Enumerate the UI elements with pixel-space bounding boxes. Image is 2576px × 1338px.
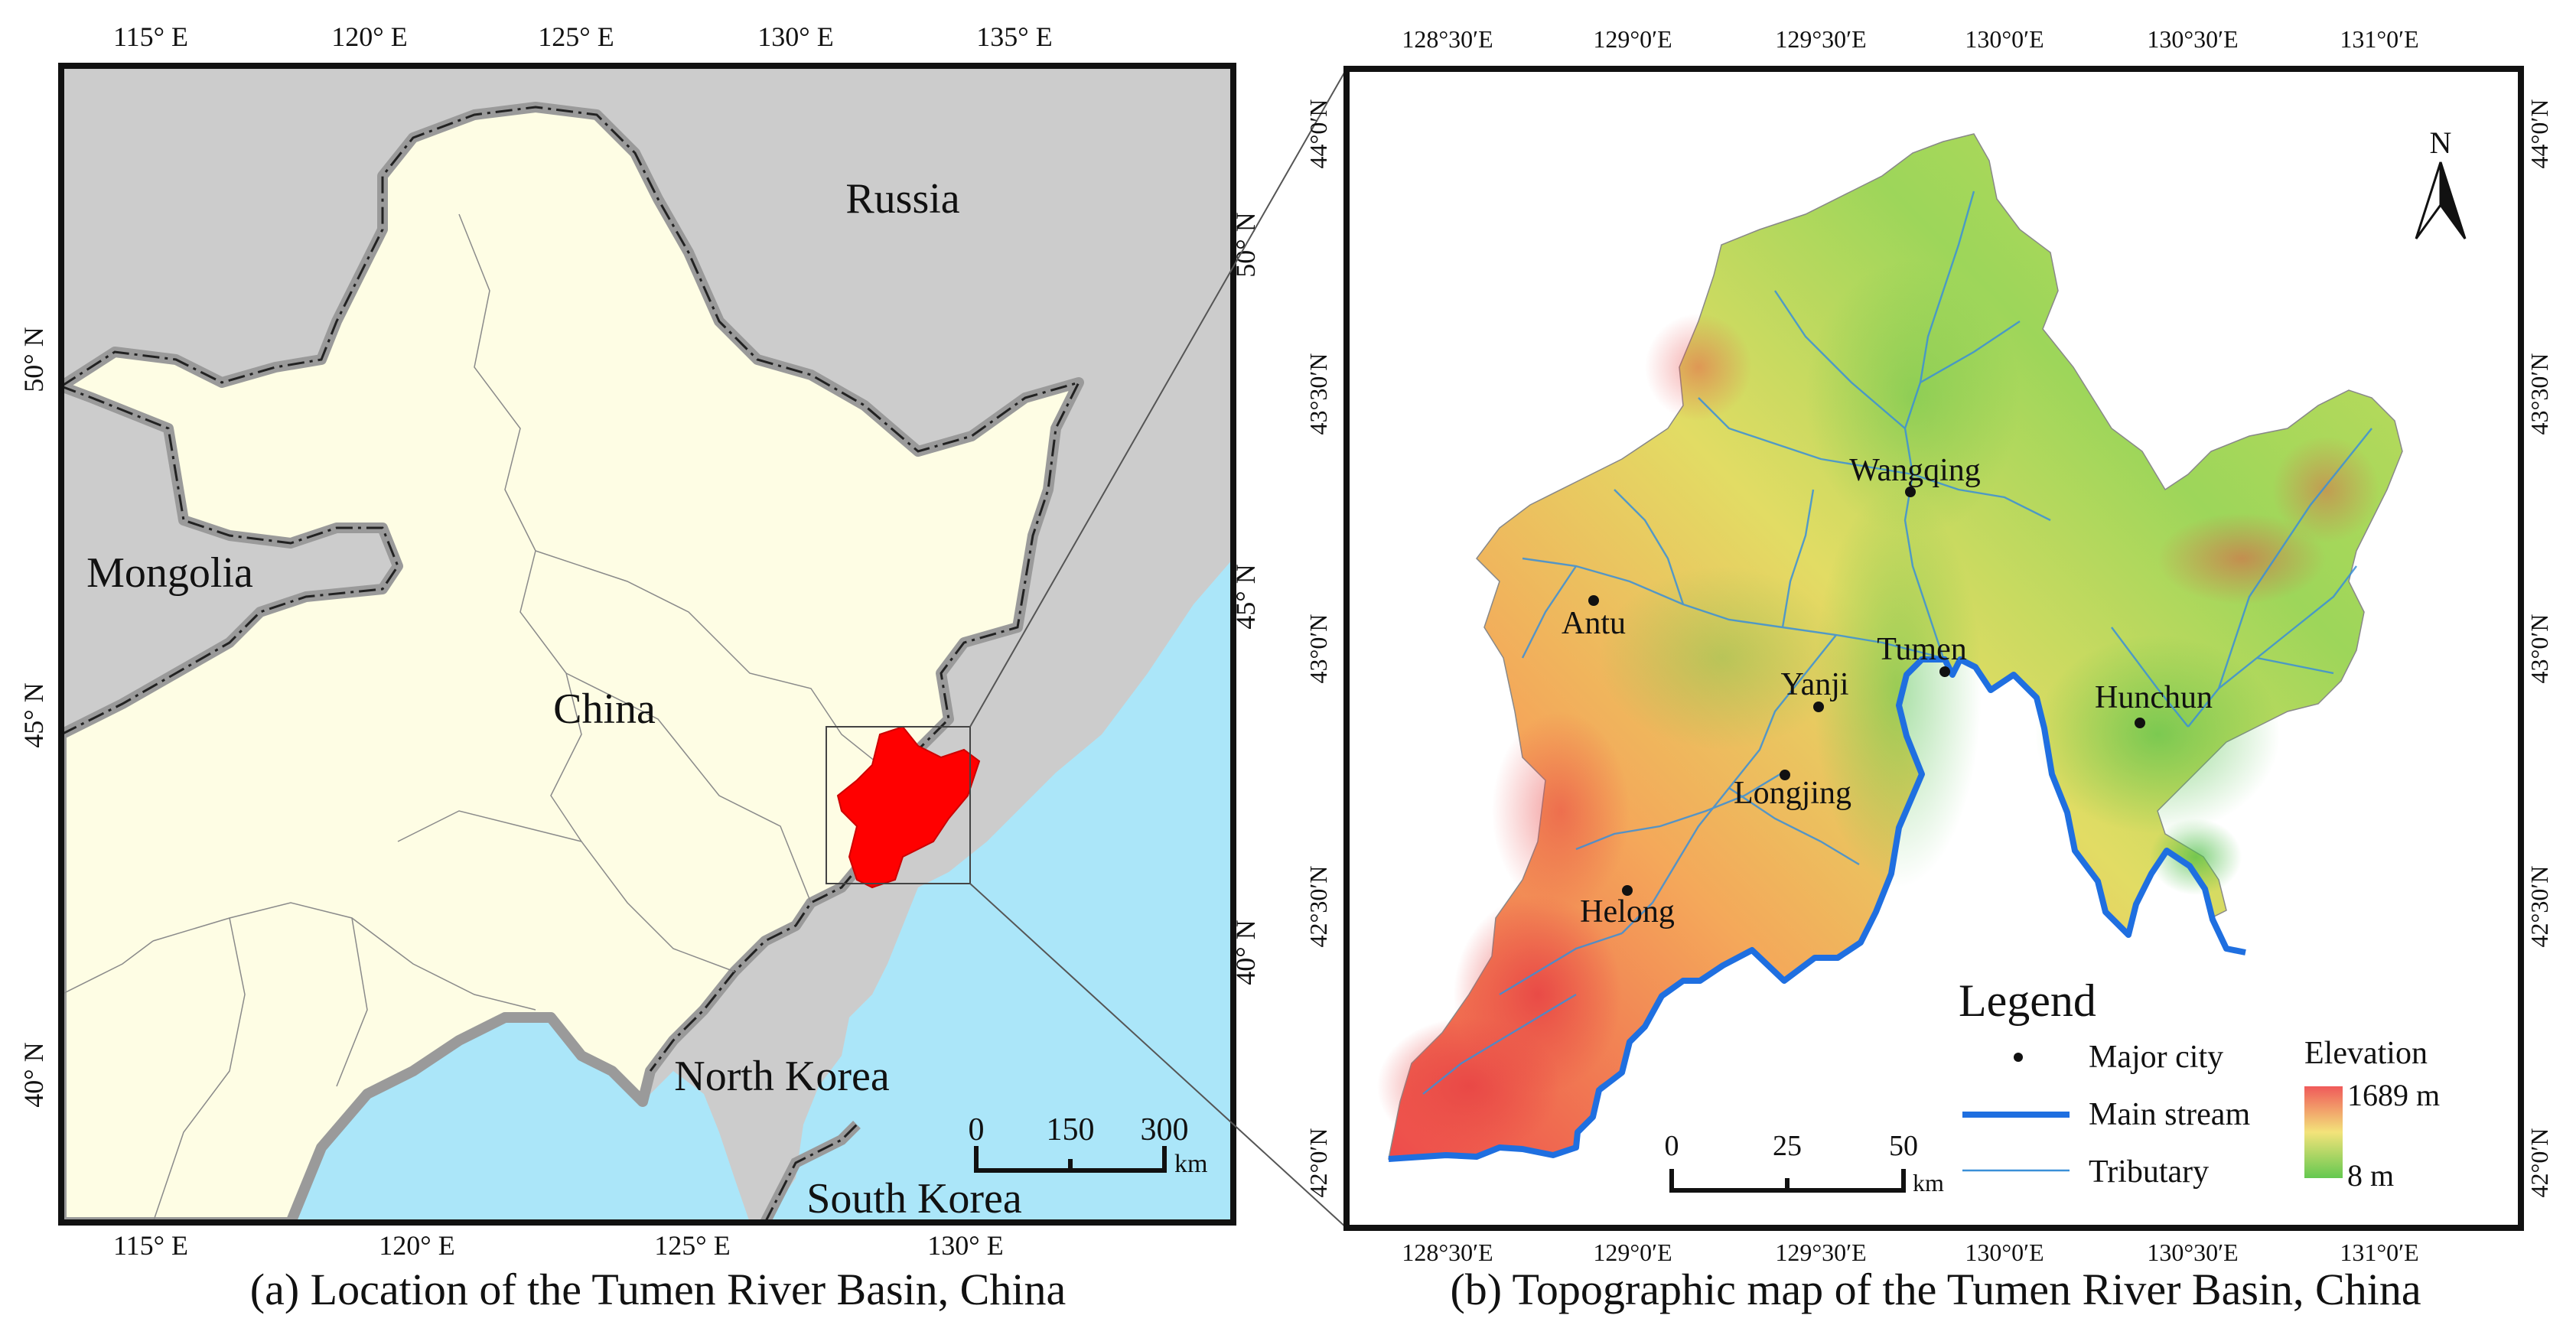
city-dot-wangqing — [1905, 487, 1916, 497]
city-labels: Wangqing Antu Tumen Yanji Hunchun Longji… — [1562, 453, 2213, 929]
tributary-network — [1422, 190, 2372, 1095]
svg-text:128°30′E: 128°30′E — [1402, 25, 1493, 53]
city-dot-antu — [1588, 595, 1599, 606]
elevation-shading — [1377, 260, 2379, 1155]
svg-text:km: km — [1913, 1169, 1944, 1196]
svg-text:44°0′N: 44°0′N — [1304, 99, 1332, 169]
svg-text:131°0′E: 131°0′E — [2340, 1239, 2418, 1266]
main-stream — [1388, 656, 2246, 1162]
label-russia: Russia — [845, 175, 959, 223]
svg-text:300: 300 — [1141, 1112, 1189, 1148]
city-dot-hunchun — [2135, 718, 2145, 728]
caption-b: (b) Topographic map of the Tumen River B… — [1450, 1265, 2421, 1314]
svg-text:40° N: 40° N — [18, 1042, 49, 1107]
svg-text:42°0′N: 42°0′N — [2526, 1128, 2553, 1198]
svg-text:129°0′E: 129°0′E — [1593, 25, 1672, 53]
svg-text:42°30′N: 42°30′N — [1304, 866, 1332, 948]
svg-text:120° E: 120° E — [379, 1230, 454, 1261]
city-label-antu: Antu — [1562, 606, 1626, 641]
svg-text:130°0′E: 130°0′E — [1965, 1239, 2044, 1266]
inset-connector-lines — [969, 68, 1347, 1229]
svg-text:43°0′N: 43°0′N — [1304, 614, 1332, 684]
svg-text:42°0′N: 42°0′N — [1304, 1128, 1332, 1198]
svg-text:km: km — [1174, 1150, 1207, 1178]
sea-bohai — [291, 1017, 750, 1222]
city-label-helong: Helong — [1580, 894, 1675, 929]
korea-border-line — [764, 1123, 858, 1222]
svg-text:131°0′E: 131°0′E — [2340, 25, 2418, 53]
sea — [765, 558, 1233, 1222]
svg-text:130°30′E: 130°30′E — [2147, 1239, 2238, 1266]
panel-b-ticks: 128°30′E 129°0′E 129°30′E 130°0′E 130°30… — [1304, 25, 2553, 1266]
svg-text:50: 50 — [1889, 1130, 1918, 1162]
svg-text:129°0′E: 129°0′E — [1593, 1239, 1672, 1266]
svg-text:45° N: 45° N — [1230, 564, 1261, 629]
svg-text:1689 m: 1689 m — [2347, 1078, 2440, 1112]
label-north-korea: North Korea — [674, 1053, 890, 1100]
svg-text:25: 25 — [1773, 1130, 1802, 1162]
svg-text:0: 0 — [1665, 1130, 1679, 1162]
svg-text:130°0′E: 130°0′E — [1965, 25, 2044, 53]
inset-extent-box — [826, 726, 971, 884]
label-south-korea: South Korea — [806, 1175, 1022, 1222]
svg-text:115° E: 115° E — [113, 1230, 188, 1261]
svg-text:Major city: Major city — [2089, 1040, 2223, 1075]
svg-text:N: N — [2430, 125, 2452, 160]
label-china: China — [553, 685, 656, 733]
svg-text:128°30′E: 128°30′E — [1402, 1239, 1493, 1266]
svg-text:Tributary: Tributary — [2089, 1154, 2209, 1190]
svg-text:44°0′N: 44°0′N — [2526, 99, 2553, 169]
legend-title: Legend — [1959, 975, 2096, 1026]
svg-text:129°30′E: 129°30′E — [1775, 25, 1866, 53]
svg-text:40° N: 40° N — [1230, 920, 1261, 985]
svg-text:120° E: 120° E — [331, 21, 407, 52]
city-dot-tumen — [1939, 666, 1950, 677]
city-label-hunchun: Hunchun — [2095, 680, 2213, 715]
city-label-yanji: Yanji — [1780, 667, 1848, 702]
svg-text:43°30′N: 43°30′N — [1304, 353, 1332, 435]
label-mongolia: Mongolia — [86, 549, 253, 597]
svg-text:43°30′N: 43°30′N — [2526, 353, 2553, 435]
city-dot-yanji — [1813, 702, 1824, 712]
legend: Legend Major city Main stream Tributary … — [1959, 975, 2440, 1193]
city-markers — [1588, 487, 2145, 896]
caption-a: (a) Location of the Tumen River Basin, C… — [250, 1265, 1066, 1314]
svg-text:0: 0 — [969, 1112, 985, 1148]
city-label-tumen: Tumen — [1877, 632, 1967, 667]
svg-text:135° E: 135° E — [976, 21, 1052, 52]
country-border-mongolia — [61, 385, 399, 736]
scalebar-a: 0 150 300 km — [969, 1112, 1208, 1178]
svg-text:43°0′N: 43°0′N — [2526, 614, 2553, 684]
svg-text:150: 150 — [1047, 1112, 1095, 1148]
city-label-wangqing: Wangqing — [1849, 453, 1981, 488]
panel-b-frame — [1343, 66, 2524, 1231]
svg-text:8 m: 8 m — [2347, 1158, 2394, 1193]
panel-a-location-map: Russia Mongolia China North Korea South … — [18, 21, 1261, 1314]
north-arrow: N — [2415, 125, 2467, 239]
panel-b-topographic-map: Wangqing Antu Tumen Yanji Hunchun Longji… — [1304, 25, 2553, 1314]
panel-a-ticks: 115° E 120° E 125° E 130° E 135° E 115° … — [18, 21, 1261, 1261]
svg-text:129°30′E: 129°30′E — [1775, 1239, 1866, 1266]
svg-text:125° E: 125° E — [538, 21, 614, 52]
svg-text:45° N: 45° N — [18, 682, 49, 747]
svg-text:Elevation: Elevation — [2304, 1036, 2428, 1071]
svg-text:130°30′E: 130°30′E — [2147, 25, 2238, 53]
city-dot-longjing — [1780, 770, 1790, 780]
svg-text:130° E: 130° E — [927, 1230, 1003, 1261]
country-border — [61, 106, 1081, 1072]
panel-a-frame — [58, 63, 1236, 1226]
city-dot-helong — [1622, 885, 1633, 896]
tumen-basin-location — [836, 725, 981, 889]
svg-text:42°30′N: 42°30′N — [2526, 866, 2553, 948]
scalebar-b: 0 25 50 km — [1665, 1130, 1945, 1196]
svg-text:115° E: 115° E — [113, 21, 188, 52]
svg-text:Main stream: Main stream — [2089, 1097, 2250, 1132]
svg-text:50° N: 50° N — [18, 327, 49, 392]
svg-text:125° E: 125° E — [654, 1230, 730, 1261]
svg-text:130° E: 130° E — [757, 21, 833, 52]
city-label-longjing: Longjing — [1734, 776, 1851, 811]
